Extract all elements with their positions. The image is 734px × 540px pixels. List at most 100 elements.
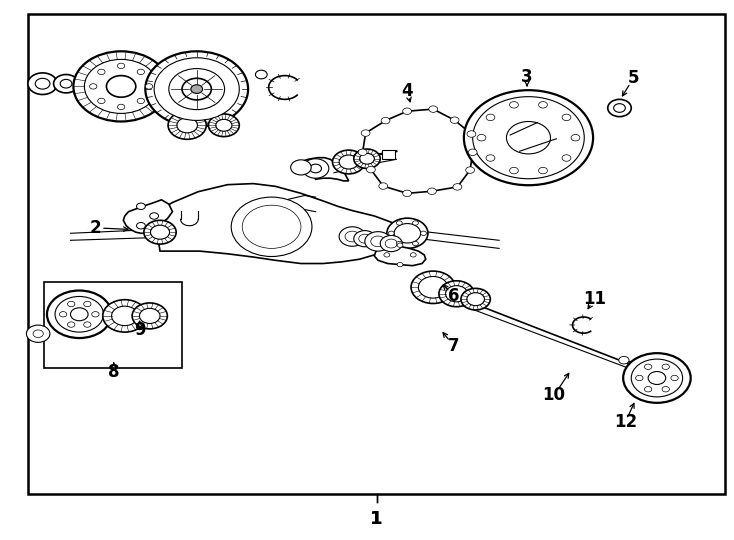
Polygon shape — [374, 244, 426, 266]
Text: 5: 5 — [628, 69, 639, 87]
Circle shape — [453, 184, 462, 190]
Circle shape — [112, 306, 138, 326]
Circle shape — [450, 117, 459, 124]
Bar — [28, 14, 725, 494]
Text: 1: 1 — [370, 510, 383, 529]
Circle shape — [103, 300, 147, 332]
Text: 1: 1 — [370, 510, 383, 529]
Circle shape — [477, 134, 486, 141]
Circle shape — [169, 69, 225, 110]
Circle shape — [396, 241, 402, 246]
Circle shape — [33, 330, 43, 338]
Circle shape — [55, 296, 103, 332]
Circle shape — [644, 364, 652, 369]
Circle shape — [388, 231, 394, 235]
Circle shape — [385, 239, 397, 248]
Circle shape — [191, 85, 203, 93]
Circle shape — [84, 322, 91, 327]
Circle shape — [394, 224, 421, 243]
Polygon shape — [123, 200, 172, 233]
Circle shape — [132, 303, 167, 329]
Circle shape — [302, 159, 329, 178]
Circle shape — [168, 111, 206, 139]
Text: 7: 7 — [448, 336, 459, 355]
Circle shape — [379, 183, 388, 190]
Circle shape — [631, 359, 683, 397]
Circle shape — [387, 218, 428, 248]
Bar — [382, 150, 395, 159]
Circle shape — [216, 119, 232, 131]
Circle shape — [486, 155, 495, 161]
Circle shape — [608, 99, 631, 117]
Circle shape — [662, 364, 669, 369]
Circle shape — [137, 222, 145, 229]
Circle shape — [539, 167, 548, 174]
Circle shape — [90, 84, 97, 89]
Circle shape — [439, 281, 474, 307]
Circle shape — [486, 114, 495, 120]
Circle shape — [371, 236, 385, 247]
Circle shape — [345, 231, 360, 242]
Circle shape — [397, 243, 403, 247]
Circle shape — [381, 117, 390, 124]
Polygon shape — [363, 109, 473, 193]
Circle shape — [98, 98, 105, 104]
Text: 8: 8 — [108, 362, 120, 381]
Circle shape — [177, 118, 197, 133]
Circle shape — [562, 114, 571, 120]
Circle shape — [54, 75, 79, 93]
Circle shape — [339, 155, 358, 169]
Circle shape — [137, 69, 145, 75]
Text: 6: 6 — [448, 287, 459, 305]
Circle shape — [662, 387, 669, 392]
Circle shape — [614, 104, 625, 112]
Circle shape — [137, 203, 145, 210]
Circle shape — [461, 288, 490, 310]
Circle shape — [68, 301, 75, 307]
Circle shape — [421, 231, 426, 235]
Circle shape — [106, 76, 136, 97]
Circle shape — [144, 220, 176, 244]
Circle shape — [60, 79, 72, 88]
Circle shape — [380, 235, 402, 252]
Circle shape — [465, 167, 474, 173]
Text: 9: 9 — [134, 321, 145, 340]
Circle shape — [59, 312, 67, 317]
Circle shape — [360, 153, 374, 164]
Circle shape — [117, 104, 125, 110]
Circle shape — [464, 90, 593, 185]
Circle shape — [150, 225, 170, 239]
Circle shape — [310, 164, 321, 173]
Circle shape — [384, 253, 390, 257]
Circle shape — [28, 73, 57, 94]
Text: 4: 4 — [401, 82, 413, 100]
Circle shape — [117, 63, 125, 69]
Circle shape — [154, 58, 239, 120]
Text: 11: 11 — [583, 289, 606, 308]
Circle shape — [92, 312, 99, 317]
Circle shape — [418, 276, 448, 298]
Circle shape — [73, 51, 169, 122]
Bar — [44, 282, 182, 368]
Circle shape — [365, 232, 391, 251]
Circle shape — [619, 356, 629, 364]
Circle shape — [231, 197, 312, 256]
Circle shape — [468, 149, 477, 156]
Circle shape — [509, 167, 518, 174]
Text: 3: 3 — [521, 68, 533, 86]
Circle shape — [339, 227, 366, 246]
Circle shape — [571, 134, 580, 141]
Circle shape — [644, 387, 652, 392]
Circle shape — [359, 234, 371, 243]
Circle shape — [403, 108, 412, 114]
Circle shape — [366, 166, 375, 173]
Circle shape — [636, 375, 643, 381]
Circle shape — [182, 78, 211, 100]
Circle shape — [671, 375, 678, 381]
Circle shape — [47, 291, 112, 338]
Circle shape — [648, 372, 666, 384]
Polygon shape — [154, 184, 411, 264]
Polygon shape — [299, 158, 349, 181]
Circle shape — [410, 253, 416, 257]
Circle shape — [354, 149, 380, 168]
